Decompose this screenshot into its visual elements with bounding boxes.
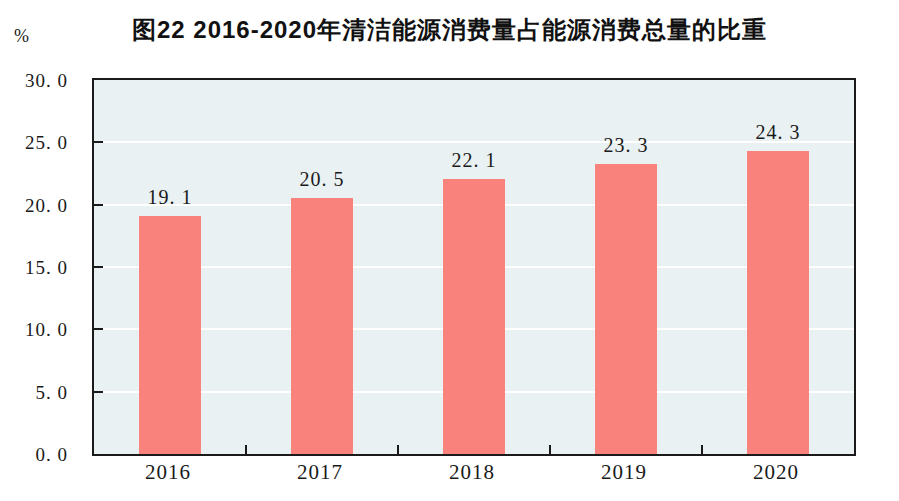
bar-value-label: 24. 3 <box>733 121 823 144</box>
y-axis-tick-mark <box>94 266 103 268</box>
bar-chart-figure: 图22 2016-2020年清洁能源消费量占能源消费总量的比重 % 0. 0 5.… <box>0 0 899 501</box>
y-axis-unit-label: % <box>14 26 30 47</box>
bar-2016 <box>139 216 201 454</box>
x-axis-tick-labels: 2016 2017 2018 2019 2020 <box>92 460 856 490</box>
x-tick-label: 2018 <box>412 460 532 485</box>
y-tick-label: 0. 0 <box>0 444 68 466</box>
bar-value-label: 23. 3 <box>581 134 671 157</box>
x-tick-label: 2016 <box>108 460 228 485</box>
bar-2020 <box>747 151 809 454</box>
bar-2018 <box>443 179 505 455</box>
y-tick-label: 15. 0 <box>0 257 68 279</box>
bar-value-label: 20. 5 <box>277 168 367 191</box>
x-tick-label: 2020 <box>716 460 836 485</box>
x-axis-tick-mark <box>701 445 703 454</box>
y-tick-label: 20. 0 <box>0 195 68 217</box>
x-tick-label: 2019 <box>564 460 684 485</box>
bar-2017 <box>291 198 353 454</box>
x-axis-tick-mark <box>397 445 399 454</box>
y-axis-tick-mark <box>94 141 103 143</box>
y-axis-tick-mark <box>94 391 103 393</box>
plot-area: 19. 1 20. 5 22. 1 23. 3 24. 3 <box>92 78 856 456</box>
y-tick-label: 25. 0 <box>0 132 68 154</box>
bar-2019 <box>595 164 657 454</box>
x-axis-tick-mark <box>549 445 551 454</box>
x-tick-label: 2017 <box>260 460 380 485</box>
y-tick-label: 5. 0 <box>0 382 68 404</box>
x-axis-tick-mark <box>245 445 247 454</box>
y-tick-label: 10. 0 <box>0 319 68 341</box>
bar-value-label: 22. 1 <box>429 149 519 172</box>
y-axis-tick-mark <box>94 204 103 206</box>
y-axis-tick-labels: 0. 05. 010. 015. 020. 025. 030. 0 <box>0 78 68 456</box>
y-tick-label: 30. 0 <box>0 70 68 92</box>
bar-value-label: 19. 1 <box>125 186 215 209</box>
chart-title: 图22 2016-2020年清洁能源消费量占能源消费总量的比重 <box>0 14 899 46</box>
y-axis-tick-mark <box>94 328 103 330</box>
